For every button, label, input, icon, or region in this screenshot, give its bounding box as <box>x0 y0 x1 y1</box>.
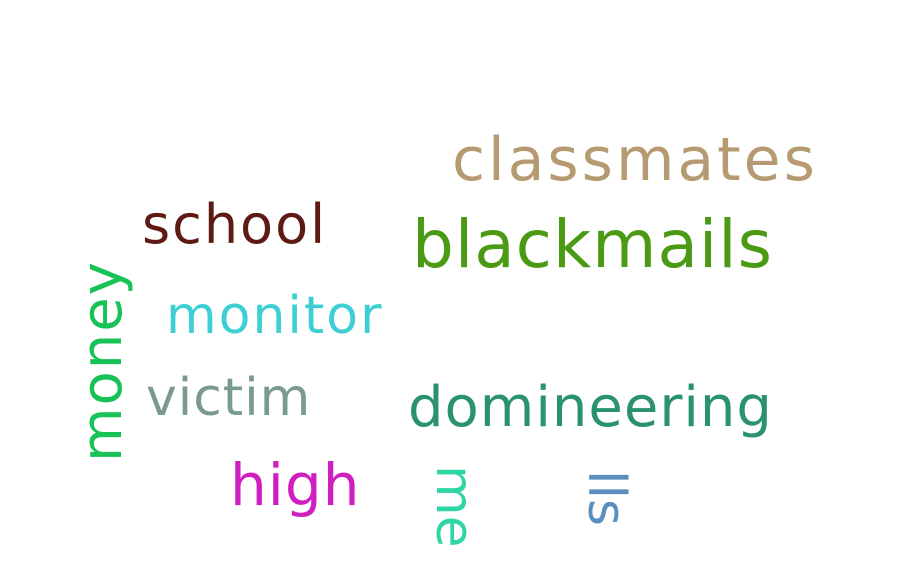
word-victim: victim <box>146 368 312 428</box>
word-high: high <box>230 451 361 519</box>
word-classmates: classmates <box>452 125 818 195</box>
word-partial-me: me <box>424 465 484 548</box>
word-domineering: domineering <box>408 375 773 440</box>
word-school: school <box>142 193 328 256</box>
word-partial-lls: lls <box>576 470 636 526</box>
word-blackmails: blackmails <box>412 206 773 283</box>
word-money: money <box>70 260 135 462</box>
word-monitor: monitor <box>166 286 384 346</box>
